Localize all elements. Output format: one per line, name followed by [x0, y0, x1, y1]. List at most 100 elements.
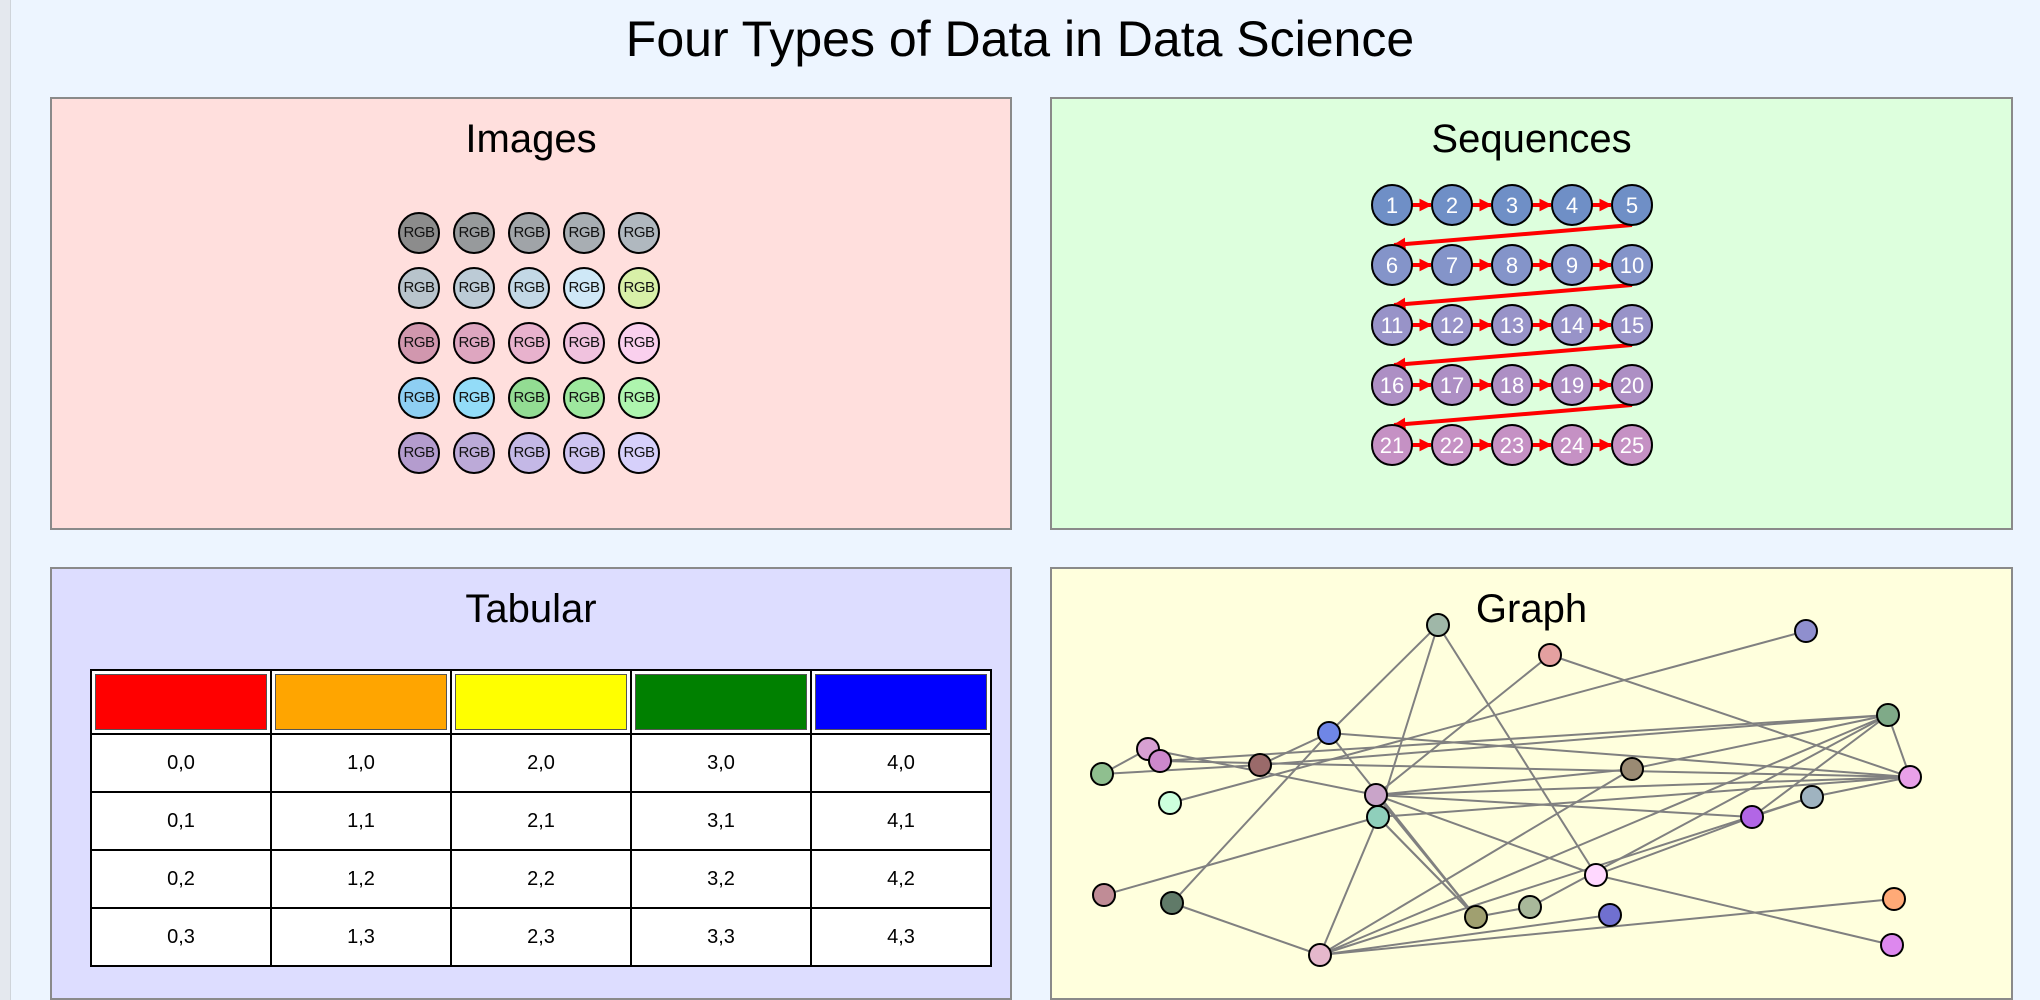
graph-node: [1308, 943, 1332, 967]
rgb-pixel: RGB: [453, 432, 495, 474]
graph-edge: [1328, 732, 1911, 778]
sequence-node: [1551, 244, 1593, 286]
table-cell: 2,2: [450, 849, 632, 909]
sequence-arrow: [1392, 283, 1633, 311]
sequence-node-label: 11: [1381, 313, 1404, 338]
table-row: 0,3 1,3 2,3 3,3 4,3: [90, 907, 992, 967]
rgb-pixel: RGB: [618, 322, 660, 364]
sequence-node-label: 8: [1506, 253, 1518, 278]
table-header-cell: [270, 669, 452, 735]
sequence-node-label: 21: [1380, 433, 1404, 458]
graph-node: [1794, 619, 1818, 643]
table-cell: 2,1: [450, 791, 632, 851]
graph-edge: [1529, 714, 1889, 908]
rgb-pixel: RGB: [508, 322, 550, 364]
graph-node: [1248, 753, 1272, 777]
table-header-cell: [450, 669, 632, 735]
sequence-node: [1491, 304, 1533, 346]
tabular-panel: Tabular 0,0 1,0 2,0 3,0 4,0 0,1 1,1 2,: [50, 567, 1012, 1000]
tabular-panel-title: Tabular: [465, 587, 597, 631]
graph-edge: [1375, 794, 1597, 876]
sequence-node-label: 23: [1500, 433, 1524, 458]
rgb-pixel: RGB: [563, 377, 605, 419]
table-cell: 0,1: [90, 791, 272, 851]
graph-edge: [1259, 732, 1330, 766]
table-cell: 4,0: [810, 733, 992, 793]
sequence-node-label: 5: [1626, 193, 1638, 218]
sequence-node-label: 24: [1560, 433, 1584, 458]
table-cell: 1,0: [270, 733, 452, 793]
data-table: 0,0 1,0 2,0 3,0 4,0 0,1 1,1 2,1 3,1 4,1 …: [90, 669, 992, 967]
sequence-node: [1431, 364, 1473, 406]
sequence-node: [1611, 424, 1653, 466]
sequence-node: [1371, 184, 1413, 226]
rgb-pixel: RGB: [398, 267, 440, 309]
graph-node: [1882, 887, 1906, 911]
graph-node: [1366, 805, 1390, 829]
graph-edge: [1171, 732, 1330, 904]
graph-node: [1317, 721, 1341, 745]
graph-edge: [1319, 914, 1611, 956]
table-row: 0,0 1,0 2,0 3,0 4,0: [90, 733, 992, 793]
table-cell: 0,0: [90, 733, 272, 793]
table-header-cell: [630, 669, 812, 735]
table-cell: 2,3: [450, 907, 632, 967]
color-swatch: [635, 674, 807, 730]
graph-node: [1148, 749, 1172, 773]
graph-edge: [1377, 816, 1477, 918]
color-swatch: [95, 674, 267, 730]
graph-edge: [1159, 714, 1889, 762]
table-cell: 3,2: [630, 849, 812, 909]
graph-node: [1518, 895, 1542, 919]
graph-edge: [1319, 816, 1379, 956]
graph-edge: [1751, 714, 1889, 818]
sequence-node-label: 19: [1560, 373, 1584, 398]
table-cell: 4,2: [810, 849, 992, 909]
rgb-pixel: RGB: [508, 377, 550, 419]
sequence-node: [1491, 184, 1533, 226]
table-cell: 1,1: [270, 791, 452, 851]
graph-edge: [1169, 630, 1807, 804]
sequence-node-label: 14: [1560, 313, 1584, 338]
graph-edge: [1375, 794, 1753, 818]
sequence-node: [1491, 424, 1533, 466]
sequence-node: [1551, 184, 1593, 226]
images-panel: Images RGB RGB RGB RGB RGB RGB RGB RGB RGB RGB RGB…: [50, 97, 1012, 530]
sequence-node-label: 7: [1446, 253, 1458, 278]
graph-diagram: [1090, 613, 1922, 967]
sequence-node: [1551, 304, 1593, 346]
sequence-node-label: 10: [1620, 253, 1644, 278]
sequence-node: [1611, 184, 1653, 226]
table-cell: 3,1: [630, 791, 812, 851]
sequence-node: [1431, 304, 1473, 346]
sequence-node: [1611, 364, 1653, 406]
sequence-node: [1371, 424, 1413, 466]
sequence-node-label: 16: [1380, 373, 1404, 398]
sequence-node-label: 22: [1440, 433, 1464, 458]
rgb-pixel: RGB: [453, 377, 495, 419]
graph-edge: [1375, 768, 1633, 796]
sequence-node-label: 2: [1446, 193, 1458, 218]
rgb-pixel: RGB: [618, 267, 660, 309]
sequence-node: [1551, 424, 1593, 466]
color-swatch: [455, 674, 627, 730]
sequence-node: [1431, 424, 1473, 466]
graph-node: [1090, 762, 1114, 786]
rgb-pixel: RGB: [618, 432, 660, 474]
graph-edge: [1377, 776, 1911, 818]
graph-edge: [1549, 654, 1911, 778]
sequence-node: [1371, 364, 1413, 406]
graph-node: [1538, 643, 1562, 667]
table-header-row: [90, 669, 992, 735]
graph-node: [1426, 613, 1450, 637]
graph-edge: [1319, 714, 1889, 956]
table-header-cell: [810, 669, 992, 735]
rgb-pixel: RGB: [508, 432, 550, 474]
table-cell: 0,2: [90, 849, 272, 909]
graph-edge: [1375, 654, 1551, 796]
sequence-node-label: 4: [1566, 193, 1578, 218]
table-cell: 2,0: [450, 733, 632, 793]
rgb-pixel: RGB: [563, 212, 605, 254]
page-title: Four Types of Data in Data Science: [625, 11, 1415, 67]
table-cell: 4,3: [810, 907, 992, 967]
